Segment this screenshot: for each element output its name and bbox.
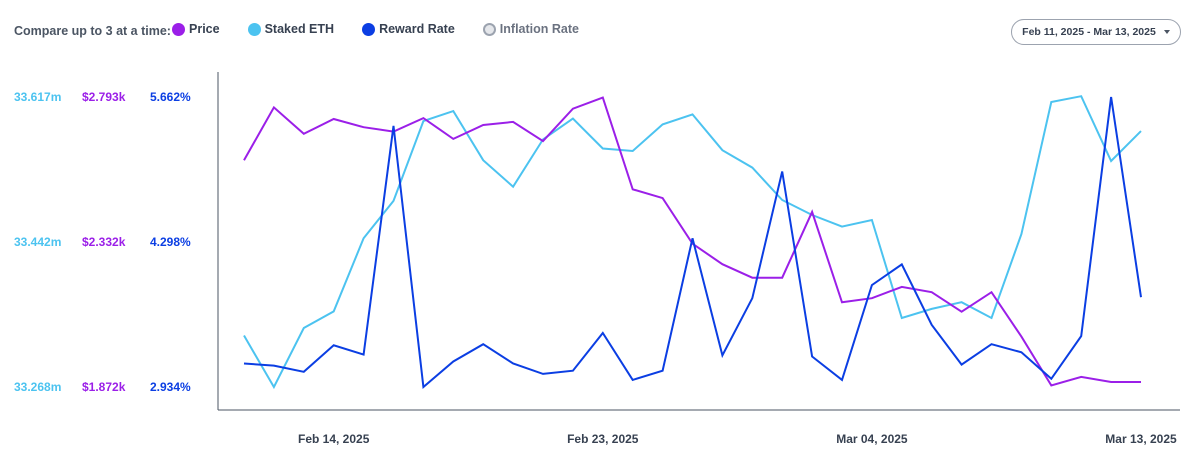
x-tick-label: Feb 23, 2025	[567, 432, 639, 446]
y-tick-price: $2.332k	[82, 235, 126, 249]
inflation-rate-dot-icon	[482, 22, 496, 36]
compare-label: Compare up to 3 at a time:	[14, 24, 171, 38]
reward-rate-dot-icon	[362, 22, 376, 36]
legend-item-inflation-rate[interactable]: Inflation Rate	[482, 22, 579, 36]
y-tick-reward-rate: 2.934%	[150, 380, 191, 394]
legend-label-price: Price	[189, 22, 220, 36]
y-tick-staked-eth: 33.617m	[14, 90, 61, 104]
y-tick-reward-rate: 4.298%	[150, 235, 191, 249]
series-line-staked-eth	[243, 95, 1142, 390]
y-axis-ticks: 33.617m 33.442m 33.268m $2.793k $2.332k $1.87…	[14, 90, 191, 394]
chart-axes	[217, 72, 1180, 411]
legend: Price Staked ETH Reward Rate Inflation R…	[172, 22, 607, 36]
chevron-down-icon	[1163, 30, 1170, 34]
chart-lines	[243, 95, 1142, 390]
date-range-label: Feb 11, 2025 - Mar 13, 2025	[1022, 26, 1156, 38]
y-tick-reward-rate: 5.662%	[150, 90, 191, 104]
price-dot-icon	[172, 22, 185, 36]
legend-label-reward-rate: Reward Rate	[379, 22, 455, 36]
chart-toolbar: Compare up to 3 at a time: Price Staked …	[0, 0, 1199, 62]
legend-item-price[interactable]: Price	[172, 22, 220, 36]
date-range-dropdown[interactable]: Feb 11, 2025 - Mar 13, 2025	[1011, 19, 1181, 45]
y-tick-staked-eth: 33.442m	[14, 235, 61, 249]
staked-eth-dot-icon	[247, 22, 261, 36]
y-tick-staked-eth: 33.268m	[14, 380, 61, 394]
legend-item-reward-rate[interactable]: Reward Rate	[362, 22, 455, 36]
y-tick-price: $2.793k	[82, 90, 126, 104]
x-axis-ticks: Feb 14, 2025 Feb 23, 2025 Mar 04, 2025 Mar …	[298, 432, 1177, 446]
legend-label-inflation-rate: Inflation Rate	[499, 22, 579, 36]
x-tick-label: Mar 04, 2025	[836, 432, 908, 446]
legend-item-staked-eth[interactable]: Staked ETH	[247, 22, 335, 36]
series-line-reward-rate	[243, 96, 1142, 389]
legend-label-staked-eth: Staked ETH	[264, 22, 335, 36]
y-tick-price: $1.872k	[82, 380, 126, 394]
x-tick-label: Feb 14, 2025	[298, 432, 370, 446]
x-tick-label: Mar 13, 2025	[1105, 432, 1177, 446]
